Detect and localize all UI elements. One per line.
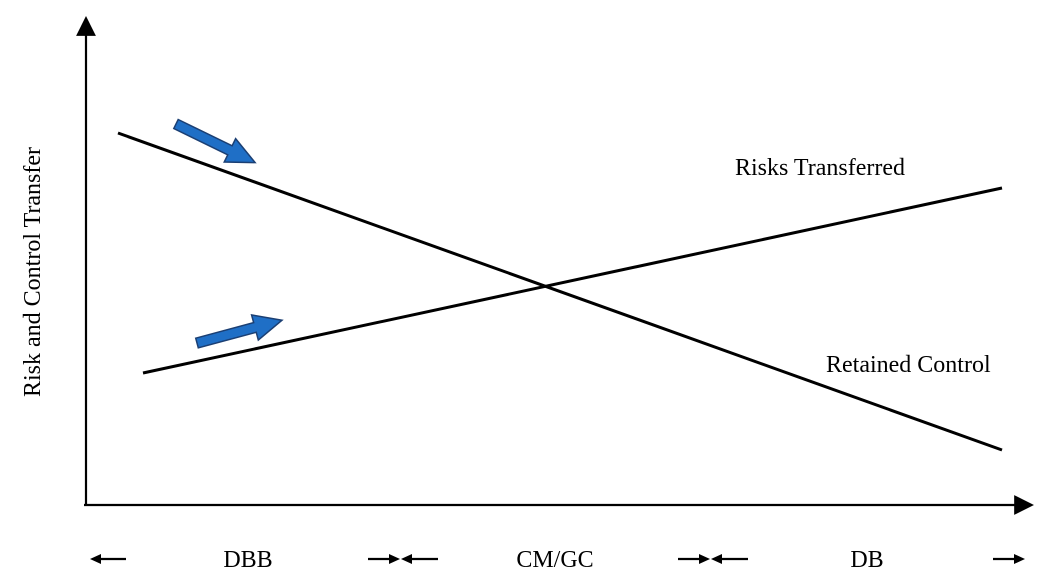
y-axis-label: Risk and Control Transfer	[20, 147, 46, 397]
dbb-left-arrow-icon	[90, 554, 126, 564]
cmgc-left-arrow-icon	[401, 554, 438, 564]
segment-label-dbb: DBB	[223, 547, 272, 573]
db-right-arrow-icon	[993, 554, 1025, 564]
cmgc-right-arrow-icon	[678, 554, 710, 564]
blue-arrow-lower-icon	[194, 313, 284, 349]
segment-label-db: DB	[850, 547, 883, 573]
segment-arrows	[90, 554, 1025, 564]
risks-transferred-label: Risks Transferred	[735, 155, 905, 181]
db-left-arrow-icon	[711, 554, 748, 564]
retained-control-label: Retained Control	[826, 352, 991, 378]
dbb-right-arrow-icon	[368, 554, 400, 564]
retained-control-line	[117, 131, 1003, 452]
blue-arrow-upper-icon	[172, 118, 257, 164]
segment-label-cmgc: CM/GC	[516, 547, 593, 573]
risks-transferred-line	[142, 186, 1003, 375]
